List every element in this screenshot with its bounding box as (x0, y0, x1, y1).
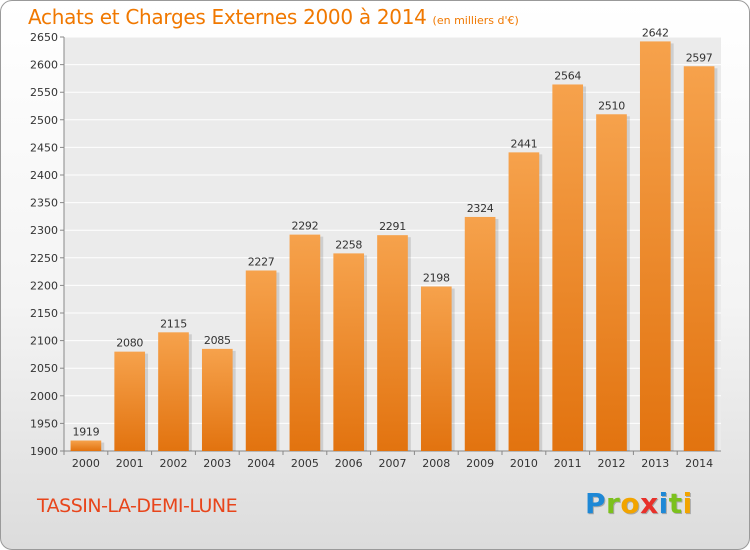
bar-2003 (201, 348, 233, 451)
value-label-2014: 2597 (686, 51, 713, 64)
chart-title: Achats et Charges Externes 2000 à 2014 (28, 5, 427, 29)
x-tick-label-2013: 2013 (641, 457, 669, 470)
logo-letter: r (606, 487, 621, 520)
x-tick-label-2003: 2003 (203, 457, 231, 470)
bar-2011 (552, 84, 584, 452)
y-tick-label: 2250 (30, 252, 58, 265)
x-tick-label-2012: 2012 (598, 457, 626, 470)
value-label-2001: 2080 (116, 337, 143, 350)
y-tick-label: 2450 (30, 141, 58, 154)
bar-2013 (639, 41, 671, 451)
logo-letter: P (585, 487, 607, 520)
value-label-2010: 2441 (511, 137, 538, 150)
bar-2006 (333, 253, 365, 451)
x-tick-label-2007: 2007 (379, 457, 407, 470)
y-tick-label: 2050 (30, 362, 58, 375)
bar-2000 (70, 440, 102, 451)
logo-letter: i (658, 487, 669, 520)
bar-2001 (114, 351, 146, 451)
bar-2010 (508, 152, 540, 452)
value-label-2002: 2115 (160, 317, 187, 330)
x-tick-label-2014: 2014 (685, 457, 713, 470)
value-label-2003: 2085 (204, 334, 231, 347)
logo-letter: i (682, 487, 693, 520)
x-tick-label-2009: 2009 (466, 457, 494, 470)
y-tick-label: 2200 (30, 279, 58, 292)
logo-letter: o (620, 487, 641, 520)
x-tick-label-2006: 2006 (335, 457, 363, 470)
y-tick-label: 1900 (30, 445, 58, 458)
value-label-2006: 2258 (335, 238, 362, 251)
value-label-2005: 2292 (292, 220, 319, 233)
value-label-2007: 2291 (379, 220, 406, 233)
logo-letter: x (640, 487, 659, 520)
value-label-2009: 2324 (467, 202, 494, 215)
y-tick-label: 2350 (30, 197, 58, 210)
y-tick-label: 2550 (30, 86, 58, 99)
y-tick-label: 2500 (30, 114, 58, 127)
y-tick-label: 2000 (30, 390, 58, 403)
bar-2002 (158, 332, 189, 451)
y-tick-label: 2650 (30, 31, 58, 44)
x-tick-label-2008: 2008 (422, 457, 450, 470)
value-label-2004: 2227 (248, 255, 275, 268)
bar-2014 (683, 66, 715, 452)
bar-2007 (377, 235, 408, 451)
value-label-2000: 1919 (73, 426, 100, 439)
x-tick-label-2010: 2010 (510, 457, 538, 470)
y-tick-label: 2150 (30, 307, 58, 320)
x-tick-label-2000: 2000 (72, 457, 100, 470)
bar-2012 (596, 114, 627, 451)
y-tick-label: 2300 (30, 224, 58, 237)
x-tick-label-2002: 2002 (160, 457, 188, 470)
y-tick-label: 2400 (30, 169, 58, 182)
value-label-2013: 2642 (642, 26, 669, 39)
y-tick-label: 2100 (30, 335, 58, 348)
x-tick-label-2011: 2011 (554, 457, 582, 470)
value-label-2008: 2198 (423, 272, 450, 285)
bar-2004 (245, 270, 277, 451)
chart-subtitle: (en milliers d'€) (432, 14, 519, 27)
chart-title-block: Achats et Charges Externes 2000 à 2014 (e… (28, 5, 519, 29)
bar-2005 (289, 234, 321, 451)
value-label-2012: 2510 (598, 99, 625, 112)
x-tick-label-2001: 2001 (116, 457, 144, 470)
x-tick-label-2005: 2005 (291, 457, 319, 470)
bar-2009 (464, 216, 496, 451)
x-tick-label-2004: 2004 (247, 457, 275, 470)
bar-2008 (420, 286, 452, 451)
city-name: TASSIN-LA-DEMI-LUNE (37, 495, 238, 517)
logo-letter: t (668, 487, 683, 520)
proxiti-logo: Proxiti (585, 487, 693, 520)
y-tick-label: 1950 (30, 417, 58, 430)
value-label-2011: 2564 (554, 69, 581, 82)
y-tick-label: 2600 (30, 59, 58, 72)
